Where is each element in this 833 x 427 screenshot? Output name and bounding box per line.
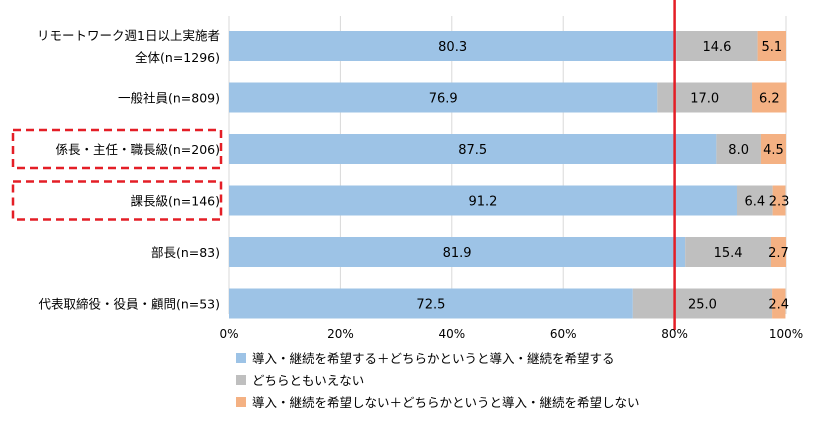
data-label: 4.5 xyxy=(763,143,784,158)
x-tick-label: 0% xyxy=(219,327,238,341)
data-label: 87.5 xyxy=(458,143,487,158)
legend-label: 導入・継続を希望する＋どちらかというと導入・継続を希望する xyxy=(252,351,615,366)
data-label: 76.9 xyxy=(429,92,458,107)
legend-label: どちらともいえない xyxy=(252,373,364,388)
bar-segment xyxy=(736,185,773,216)
legend-swatch xyxy=(236,353,246,363)
x-tick-label: 60% xyxy=(550,327,577,341)
bar-segment xyxy=(772,288,786,319)
data-label: 72.5 xyxy=(416,298,445,313)
bar-segment xyxy=(760,134,786,164)
data-label: 25.0 xyxy=(688,298,717,313)
data-label: 5.1 xyxy=(761,40,782,55)
category-label: 課長級(n=146) xyxy=(130,194,220,209)
data-label: 81.9 xyxy=(443,246,472,261)
highlight-box xyxy=(11,180,223,221)
bar-segment xyxy=(770,237,786,267)
x-tick-label: 100% xyxy=(769,327,803,341)
bar-segment xyxy=(229,288,633,319)
legend-label: 導入・継続を希望しない＋どちらかというと導入・継続を希望しない xyxy=(252,395,640,410)
x-tick-label: 80% xyxy=(661,327,688,341)
bar-segment xyxy=(229,31,677,61)
data-label: 17.0 xyxy=(690,92,719,107)
category-label: リモートワーク週1日以上実施者 xyxy=(37,28,220,43)
data-label: 14.6 xyxy=(702,40,731,55)
legend-swatch xyxy=(236,397,246,407)
bar-segment xyxy=(752,82,787,113)
legend-swatch xyxy=(236,375,246,385)
bar-segment xyxy=(757,31,786,61)
bar-segment xyxy=(229,134,717,164)
data-label: 6.4 xyxy=(744,195,765,210)
data-label: 6.2 xyxy=(759,92,780,107)
bar-segment xyxy=(229,185,737,216)
data-label: 8.0 xyxy=(728,143,749,158)
x-tick-label: 40% xyxy=(438,327,465,341)
x-tick-label: 20% xyxy=(327,327,354,341)
data-label: 15.4 xyxy=(714,246,743,261)
category-label: 代表取締役・役員・顧問(n=53) xyxy=(38,297,220,312)
highlight-box xyxy=(11,128,223,170)
bar-segment xyxy=(716,134,761,164)
data-label: 91.2 xyxy=(469,195,498,210)
category-label: 全体(n=1296) xyxy=(135,50,220,65)
data-label: 2.3 xyxy=(769,195,790,210)
category-label: 一般社員(n=809) xyxy=(118,91,220,106)
data-label: 2.7 xyxy=(768,246,789,261)
bar-segment xyxy=(772,185,786,216)
category-label: 係長・主任・職長級(n=206) xyxy=(55,142,220,157)
data-label: 80.3 xyxy=(438,40,467,55)
bar-segment xyxy=(229,237,686,267)
bar-segment xyxy=(632,288,773,319)
bar-segment xyxy=(657,82,753,113)
bar-segment xyxy=(229,82,658,113)
bar-segment xyxy=(685,237,771,267)
category-label: 部長(n=83) xyxy=(151,245,220,260)
bar-segment xyxy=(676,31,758,61)
data-label: 2.4 xyxy=(768,298,789,313)
